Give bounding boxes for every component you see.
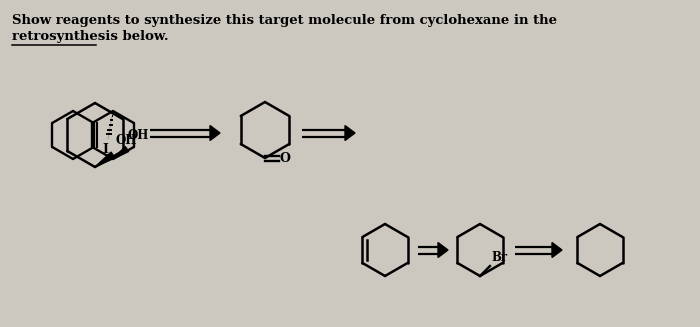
Polygon shape (438, 243, 448, 257)
Text: OH: OH (115, 134, 136, 147)
Polygon shape (113, 146, 129, 159)
Polygon shape (95, 152, 115, 167)
Text: Show reagents to synthesize this target molecule from cyclohexane in the: Show reagents to synthesize this target … (12, 14, 557, 27)
Polygon shape (345, 126, 355, 141)
Text: retrosynthesis below.: retrosynthesis below. (12, 30, 169, 43)
Polygon shape (552, 243, 562, 257)
Text: O: O (280, 151, 291, 164)
Text: Br: Br (491, 251, 507, 264)
Polygon shape (210, 126, 220, 141)
Text: OH: OH (128, 129, 149, 142)
Text: I: I (102, 143, 108, 156)
